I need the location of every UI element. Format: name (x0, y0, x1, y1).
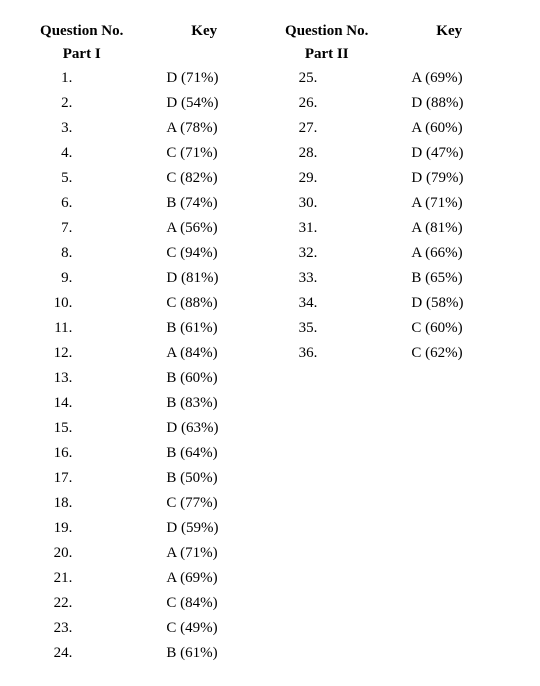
header-key: Key (138, 20, 270, 43)
question-number: 35. (270, 316, 383, 341)
question-number: 9. (25, 266, 138, 291)
answer-key-value: D (54%) (138, 91, 270, 116)
answer-key-value: D (63%) (138, 416, 270, 441)
question-number: 16. (25, 441, 138, 466)
question-number: 34. (270, 291, 383, 316)
question-number: 2. (25, 91, 138, 116)
question-number: 19. (25, 516, 138, 541)
answer-key-value: D (79%) (383, 166, 515, 191)
question-number: 23. (25, 616, 138, 641)
question-number: 25. (270, 66, 383, 91)
answer-key-value: A (71%) (383, 191, 515, 216)
col-key-part2: Key A (69%)D (88%)A (60%)D (47%)D (79%)A… (383, 20, 515, 666)
answer-key-value: C (82%) (138, 166, 270, 191)
answer-key-value: B (60%) (138, 366, 270, 391)
answer-key-value: C (60%) (383, 316, 515, 341)
header-part1: Part I (25, 43, 138, 66)
answer-key-value: A (60%) (383, 116, 515, 141)
header-question-1: Question No. Part I (25, 20, 138, 66)
answer-key-value: A (69%) (138, 566, 270, 591)
question-number: 30. (270, 191, 383, 216)
answer-key-value: D (58%) (383, 291, 515, 316)
answer-key-value: D (88%) (383, 91, 515, 116)
question-number: 31. (270, 216, 383, 241)
question-number: 18. (25, 491, 138, 516)
question-number: 3. (25, 116, 138, 141)
answer-key-value: C (77%) (138, 491, 270, 516)
col-key-part1: Key D (71%)D (54%)A (78%)C (71%)C (82%)B… (138, 20, 270, 666)
answer-key-value: D (59%) (138, 516, 270, 541)
col-question-part1: Question No. Part I 1.2.3.4.5.6.7.8.9.10… (25, 20, 138, 666)
answer-key-value: B (50%) (138, 466, 270, 491)
question-number: 1. (25, 66, 138, 91)
header-questionno: Question No. (270, 20, 383, 43)
answer-key-value: D (47%) (383, 141, 515, 166)
question-number: 13. (25, 366, 138, 391)
answer-key-value: A (71%) (138, 541, 270, 566)
answer-key-value: A (81%) (383, 216, 515, 241)
answer-key-value: B (83%) (138, 391, 270, 416)
answer-key-value: C (88%) (138, 291, 270, 316)
question-number: 26. (270, 91, 383, 116)
question-number: 28. (270, 141, 383, 166)
question-number: 29. (270, 166, 383, 191)
question-number: 10. (25, 291, 138, 316)
answer-key-value: B (61%) (138, 316, 270, 341)
answer-key-value: D (71%) (138, 66, 270, 91)
answer-key-value: B (61%) (138, 641, 270, 666)
question-number: 20. (25, 541, 138, 566)
part2-keys: A (69%)D (88%)A (60%)D (47%)D (79%)A (71… (383, 66, 515, 366)
question-number: 7. (25, 216, 138, 241)
answer-key-value: C (94%) (138, 241, 270, 266)
question-number: 24. (25, 641, 138, 666)
question-number: 17. (25, 466, 138, 491)
question-number: 5. (25, 166, 138, 191)
question-number: 22. (25, 591, 138, 616)
answer-key-value: C (62%) (383, 341, 515, 366)
part2-qnums: 25.26.27.28.29.30.31.32.33.34.35.36. (270, 66, 383, 366)
question-number: 15. (25, 416, 138, 441)
header-part2: Part II (270, 43, 383, 66)
answer-key-value: C (84%) (138, 591, 270, 616)
header-key-2: Key (383, 20, 515, 66)
header-key: Key (383, 20, 515, 43)
header-question-2: Question No. Part II (270, 20, 383, 66)
question-number: 11. (25, 316, 138, 341)
answer-key-value: C (71%) (138, 141, 270, 166)
answer-key-value: B (65%) (383, 266, 515, 291)
answer-key-value: A (66%) (383, 241, 515, 266)
question-number: 8. (25, 241, 138, 266)
answer-key-value: A (78%) (138, 116, 270, 141)
question-number: 14. (25, 391, 138, 416)
question-number: 36. (270, 341, 383, 366)
part1-keys: D (71%)D (54%)A (78%)C (71%)C (82%)B (74… (138, 66, 270, 666)
col-question-part2: Question No. Part II 25.26.27.28.29.30.3… (270, 20, 383, 666)
answer-key-value: A (56%) (138, 216, 270, 241)
question-number: 6. (25, 191, 138, 216)
answer-key-value: B (64%) (138, 441, 270, 466)
answer-key-value: A (84%) (138, 341, 270, 366)
header-questionno: Question No. (25, 20, 138, 43)
question-number: 33. (270, 266, 383, 291)
header-key-1: Key (138, 20, 270, 66)
question-number: 4. (25, 141, 138, 166)
question-number: 21. (25, 566, 138, 591)
part1-qnums: 1.2.3.4.5.6.7.8.9.10.11.12.13.14.15.16.1… (25, 66, 138, 666)
answer-key-value: C (49%) (138, 616, 270, 641)
question-number: 27. (270, 116, 383, 141)
question-number: 12. (25, 341, 138, 366)
question-number: 32. (270, 241, 383, 266)
answer-key-value: A (69%) (383, 66, 515, 91)
answer-key-value: B (74%) (138, 191, 270, 216)
answer-key-value: D (81%) (138, 266, 270, 291)
answer-key-table: Question No. Part I 1.2.3.4.5.6.7.8.9.10… (25, 20, 515, 666)
